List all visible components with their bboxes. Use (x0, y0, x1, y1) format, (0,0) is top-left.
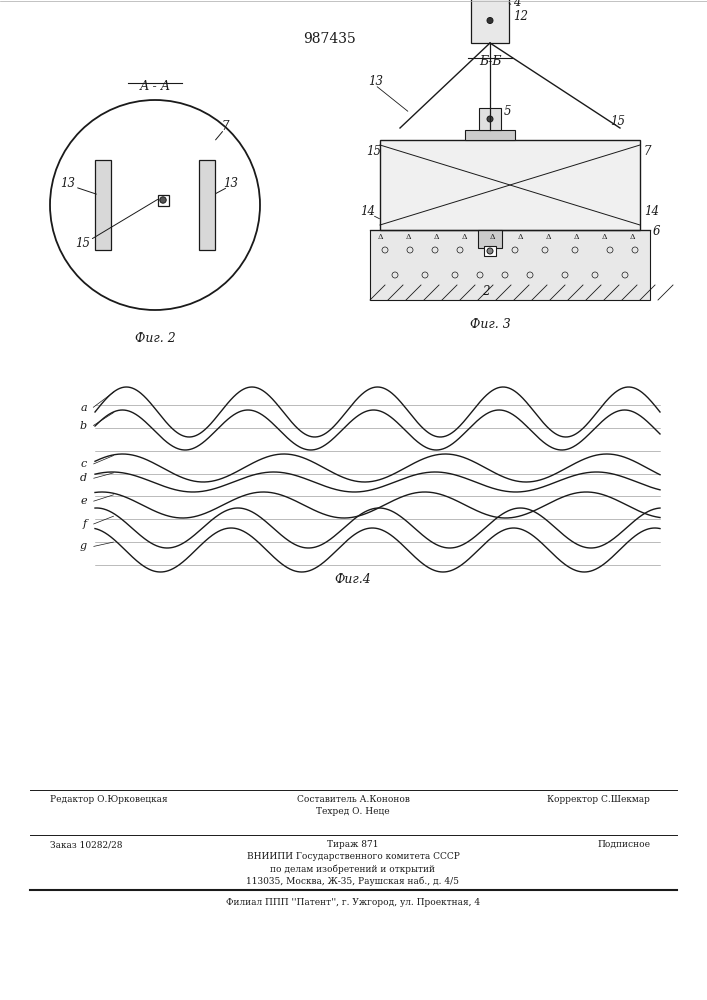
Text: Филиал ППП ''Патент'', г. Ужгород, ул. Проектная, 4: Филиал ППП ''Патент'', г. Ужгород, ул. П… (226, 898, 480, 907)
Text: Δ: Δ (518, 233, 522, 241)
Text: Δ: Δ (489, 233, 495, 241)
Bar (95, 160, 111, 250)
Text: 15: 15 (610, 115, 625, 128)
Text: 15: 15 (75, 237, 90, 250)
Text: Δ: Δ (461, 233, 467, 241)
Text: Фиг. 3: Фиг. 3 (469, 318, 510, 331)
Bar (471, 0, 509, 43)
Bar (479, 108, 501, 130)
Text: 13: 13 (223, 177, 238, 190)
Text: Δ: Δ (601, 233, 607, 241)
Text: Фиг.4: Фиг.4 (334, 573, 371, 586)
Text: Тираж 871: Тираж 871 (327, 840, 379, 849)
Text: ВНИИПИ Государственного комитета СССР: ВНИИПИ Государственного комитета СССР (247, 852, 460, 861)
Text: 5: 5 (504, 105, 511, 118)
Text: Корректор С.Шекмар: Корректор С.Шекмар (547, 795, 650, 804)
Text: 4: 4 (513, 0, 520, 9)
Text: 13: 13 (368, 75, 383, 88)
Text: Δ: Δ (405, 233, 411, 241)
Text: 113035, Москва, Ж-35, Раушская наб., д. 4/5: 113035, Москва, Ж-35, Раушская наб., д. … (247, 876, 460, 886)
Text: Δ: Δ (378, 233, 382, 241)
Text: 7: 7 (222, 120, 229, 133)
Bar (484, 246, 496, 256)
Text: Δ: Δ (545, 233, 551, 241)
Text: 13: 13 (60, 177, 75, 190)
Circle shape (487, 17, 493, 23)
Text: g: g (80, 541, 87, 551)
Text: e: e (81, 496, 87, 506)
Text: a: a (81, 403, 87, 413)
Text: Фиг. 2: Фиг. 2 (134, 332, 175, 345)
Text: Техред О. Неце: Техред О. Неце (316, 807, 390, 816)
Text: c: c (81, 459, 87, 469)
Bar (158, 194, 168, 206)
Bar (465, 130, 515, 140)
Bar (370, 230, 650, 300)
Text: 12: 12 (513, 10, 528, 23)
Text: 14: 14 (360, 205, 375, 218)
Text: f: f (83, 519, 87, 529)
Text: 14: 14 (644, 205, 659, 218)
Circle shape (487, 248, 493, 254)
Bar (199, 160, 215, 250)
Text: 2: 2 (482, 285, 489, 298)
Text: по делам изобретений и открытий: по делам изобретений и открытий (271, 864, 436, 874)
Text: Составитель А.Кононов: Составитель А.Кононов (296, 795, 409, 804)
Circle shape (160, 197, 166, 203)
Text: 987435: 987435 (303, 32, 356, 46)
Text: Б-Б: Б-Б (479, 55, 501, 68)
Text: b: b (80, 421, 87, 431)
Circle shape (487, 116, 493, 122)
Text: 6: 6 (653, 225, 660, 238)
Text: Подписное: Подписное (597, 840, 650, 849)
Text: Δ: Δ (573, 233, 579, 241)
Text: Δ: Δ (629, 233, 635, 241)
Text: 15: 15 (366, 145, 381, 158)
Bar (478, 230, 502, 248)
Bar (380, 140, 640, 230)
Text: d: d (80, 473, 87, 483)
Text: А - А: А - А (139, 80, 170, 93)
Text: Редактор О.Юрковецкая: Редактор О.Юрковецкая (50, 795, 168, 804)
Text: Δ: Δ (433, 233, 439, 241)
Text: Заказ 10282/28: Заказ 10282/28 (50, 840, 122, 849)
Text: 7: 7 (644, 145, 651, 158)
